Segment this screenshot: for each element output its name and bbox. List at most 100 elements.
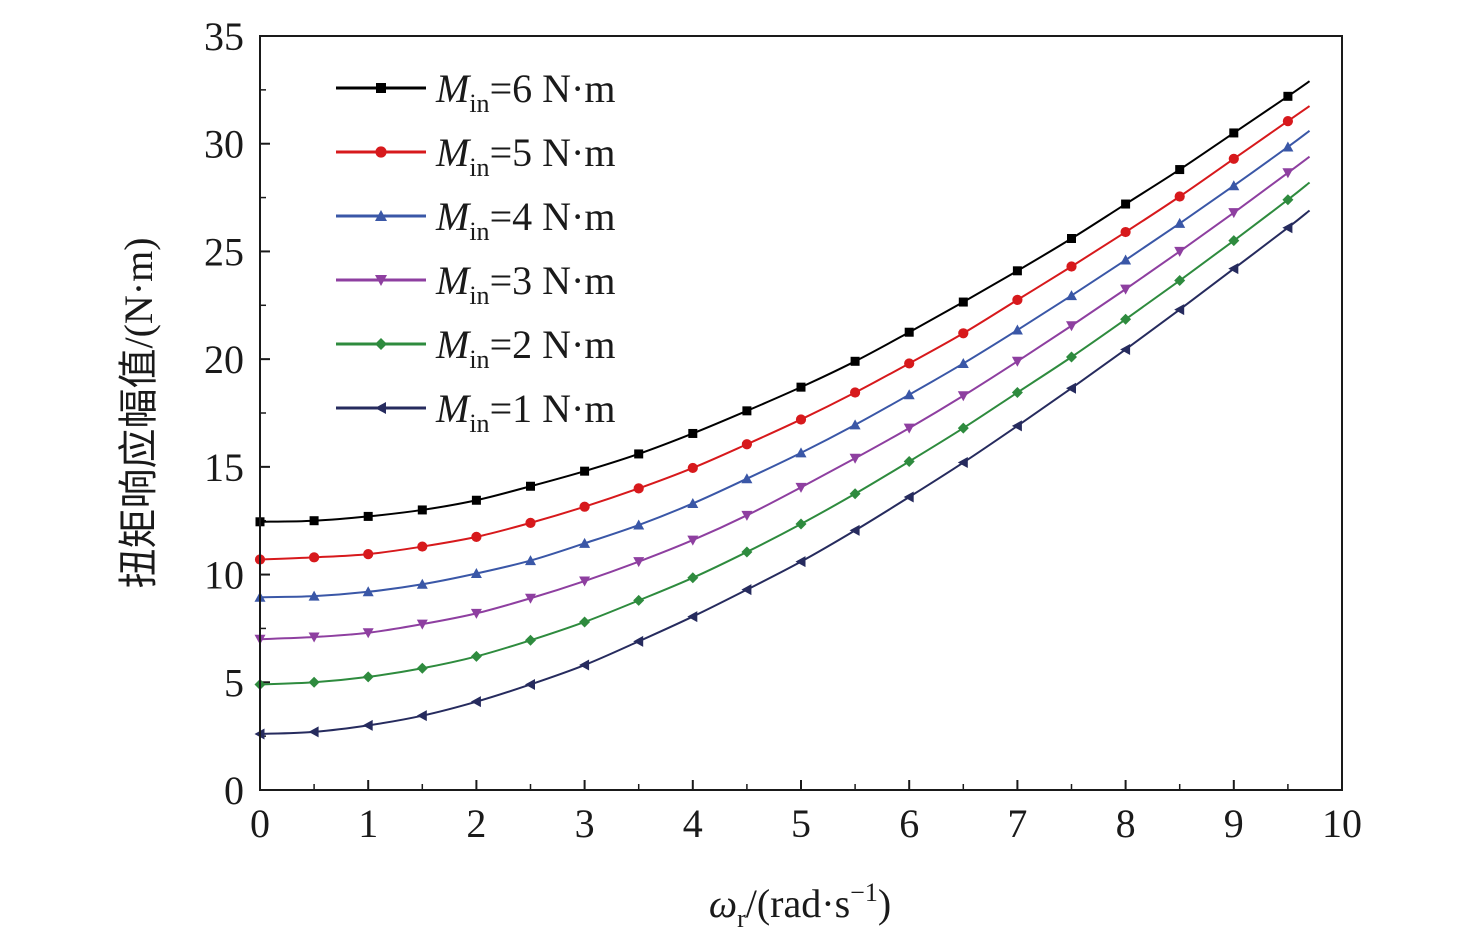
data-point <box>795 518 807 530</box>
x-axis-subscript: r <box>737 904 746 933</box>
axis-ticks <box>259 35 1343 791</box>
data-point <box>958 297 968 307</box>
data-point <box>1011 356 1023 367</box>
series-line <box>259 129 1311 599</box>
legend-subscript: in <box>469 281 489 310</box>
legend-rest: =1 N·m <box>490 386 616 431</box>
legend-label: Min=5 N·m <box>435 130 615 182</box>
data-point <box>1282 168 1294 179</box>
data-point <box>579 659 590 671</box>
series-layer <box>254 80 1311 740</box>
data-point <box>525 555 536 566</box>
data-point <box>1282 141 1294 152</box>
x-tick-label: 10 <box>1322 801 1362 846</box>
data-point <box>1175 165 1185 175</box>
data-point <box>470 608 482 619</box>
data-point <box>903 389 915 400</box>
x-axis-superscript: −1 <box>850 878 878 907</box>
data-point <box>1174 304 1185 316</box>
data-point <box>903 423 915 434</box>
legend-label: Min=1 N·m <box>435 386 615 438</box>
y-tick-label: 20 <box>204 337 244 382</box>
data-point <box>741 584 752 596</box>
data-point <box>1066 382 1076 394</box>
x-tick-label: 7 <box>1007 801 1027 846</box>
data-point <box>525 593 536 604</box>
legend-marker <box>375 402 386 414</box>
legend-subscript: in <box>469 89 489 118</box>
data-point <box>1228 208 1240 219</box>
data-point <box>1282 115 1293 127</box>
legend-entry: Min=4 N·m <box>336 194 615 246</box>
x-tick-label: 4 <box>683 801 703 846</box>
legend-rest: =4 N·m <box>490 194 616 239</box>
series-3 <box>254 129 1311 602</box>
data-point <box>741 510 753 521</box>
data-point <box>362 628 374 639</box>
data-point <box>1228 153 1239 164</box>
data-point <box>849 453 861 464</box>
legend-symbol: M <box>435 322 472 367</box>
series-1 <box>255 80 1311 527</box>
legend-marker <box>376 83 386 93</box>
data-point <box>904 327 914 337</box>
data-point <box>308 676 320 688</box>
data-point <box>850 387 861 398</box>
legend-entry: Min=2 N·m <box>336 322 615 374</box>
x-tick-label: 5 <box>791 801 811 846</box>
data-point <box>1229 128 1239 138</box>
data-point <box>795 556 806 568</box>
data-point <box>579 616 591 628</box>
data-point <box>525 517 536 528</box>
legend-entry: Min=5 N·m <box>336 130 615 182</box>
y-axis-title: 扭矩响应幅值/(N·m) <box>116 237 161 588</box>
data-point <box>309 552 320 563</box>
data-point <box>417 505 427 515</box>
data-point <box>525 634 536 646</box>
data-point <box>1282 222 1293 234</box>
data-point <box>1174 275 1186 287</box>
data-point <box>362 719 373 731</box>
plot-frame <box>259 35 1343 791</box>
legend-label: Min=4 N·m <box>435 194 615 246</box>
data-point <box>795 482 807 493</box>
data-point <box>416 662 428 674</box>
series-2 <box>254 105 1311 565</box>
x-tick-label: 2 <box>466 801 486 846</box>
data-point <box>1120 313 1132 325</box>
y-tick-label: 0 <box>224 768 244 813</box>
data-point <box>471 531 482 542</box>
data-point <box>1174 246 1186 257</box>
tick-labels: 0 1 2 3 4 5 6 7 8 9 10 0 5 10 15 20 25 30 35 <box>204 14 1362 846</box>
data-point <box>849 524 860 536</box>
data-point <box>1120 343 1131 355</box>
data-point <box>957 357 969 368</box>
data-point <box>957 422 969 434</box>
data-point <box>687 462 698 474</box>
data-point <box>362 671 374 683</box>
data-point <box>741 473 753 484</box>
data-point <box>1067 234 1076 244</box>
legend-entry: Min=3 N·m <box>336 258 615 310</box>
data-point <box>470 567 482 578</box>
data-point <box>741 546 753 558</box>
data-point <box>579 537 591 548</box>
x-tick-label: 0 <box>250 801 270 846</box>
data-point <box>1011 387 1023 399</box>
data-point <box>1174 217 1186 228</box>
y-tick-label: 15 <box>204 445 244 490</box>
data-point <box>1066 351 1077 363</box>
data-point <box>633 519 645 530</box>
data-point <box>416 710 427 722</box>
data-point <box>1120 284 1132 295</box>
legend-marker <box>375 275 387 286</box>
series-line <box>259 181 1311 686</box>
data-point <box>470 650 482 662</box>
legend-marker <box>375 146 387 158</box>
series-4 <box>254 155 1311 645</box>
data-point <box>470 696 481 708</box>
data-point <box>957 457 968 469</box>
data-point <box>1066 290 1077 301</box>
legend-subscript: in <box>469 409 489 438</box>
